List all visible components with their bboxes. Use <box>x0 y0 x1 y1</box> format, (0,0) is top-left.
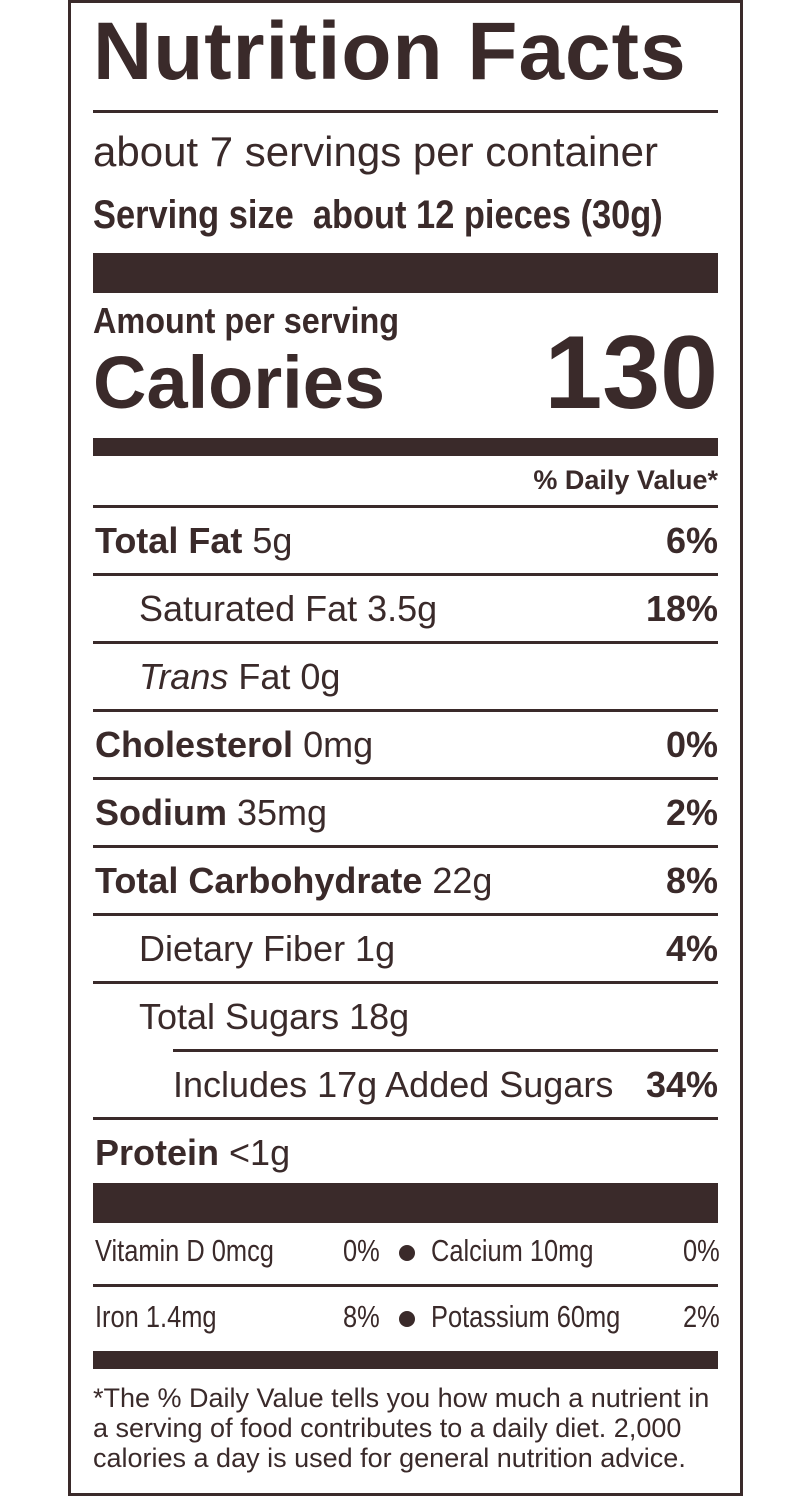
footnote: *The % Daily Value tells you how much a … <box>93 1383 710 1474</box>
nutrient-row-sodium: Sodium 35mg 2% <box>95 792 718 833</box>
divider <box>93 641 718 644</box>
medium-divider <box>93 1351 718 1369</box>
divider <box>93 913 718 916</box>
bullet-icon <box>399 1245 415 1261</box>
label-title: Nutrition Facts <box>93 6 687 97</box>
nutrition-label: Nutrition Facts about 7 servings per con… <box>68 0 743 1496</box>
vitamin-d: Vitamin D 0mcg <box>95 1233 274 1268</box>
amount-per-serving: Amount per serving <box>93 300 400 341</box>
calcium-pct: 0% <box>683 1233 720 1268</box>
servings-per-container: about 7 servings per container <box>93 128 659 175</box>
divider <box>93 1117 718 1120</box>
calories-label: Calories <box>93 341 386 424</box>
serving-size: Serving size about 12 pieces (30g) <box>93 193 663 237</box>
divider <box>93 573 718 576</box>
divider <box>93 777 718 780</box>
divider <box>93 709 718 712</box>
calcium: Calcium 10mg <box>431 1233 594 1268</box>
vitamin-d-pct: 0% <box>343 1233 380 1268</box>
nutrient-row-total-fat: Total Fat 5g 6% <box>95 520 718 561</box>
nutrient-row-added-sugars: Includes 17g Added Sugars 34% <box>173 1064 718 1105</box>
divider <box>93 981 718 984</box>
medium-divider <box>93 438 718 456</box>
nutrient-row-dietary-fiber: Dietary Fiber 1g 4% <box>139 928 718 969</box>
potassium-pct: 2% <box>683 1299 720 1334</box>
divider <box>93 1284 718 1287</box>
divider <box>173 1049 718 1052</box>
thick-divider <box>93 253 718 293</box>
nutrient-row-total-carbohydrate: Total Carbohydrate 22g 8% <box>95 860 718 901</box>
divider <box>93 845 718 848</box>
nutrient-row-saturated-fat: Saturated Fat 3.5g 18% <box>139 588 718 629</box>
thick-divider <box>93 1183 718 1223</box>
divider <box>93 110 718 113</box>
nutrient-row-protein: Protein <1g <box>95 1132 291 1173</box>
potassium: Potassium 60mg <box>431 1299 621 1334</box>
iron-pct: 8% <box>343 1299 380 1334</box>
iron: Iron 1.4mg <box>95 1299 217 1334</box>
daily-value-header: % Daily Value* <box>533 465 718 495</box>
nutrient-row-total-sugars: Total Sugars 18g <box>139 996 410 1037</box>
calories-value: 130 <box>544 315 718 431</box>
bullet-icon <box>399 1311 415 1327</box>
nutrient-row-cholesterol: Cholesterol 0mg 0% <box>95 724 718 765</box>
divider <box>93 505 718 508</box>
nutrient-row-trans-fat: Trans Fat 0g <box>139 656 341 697</box>
